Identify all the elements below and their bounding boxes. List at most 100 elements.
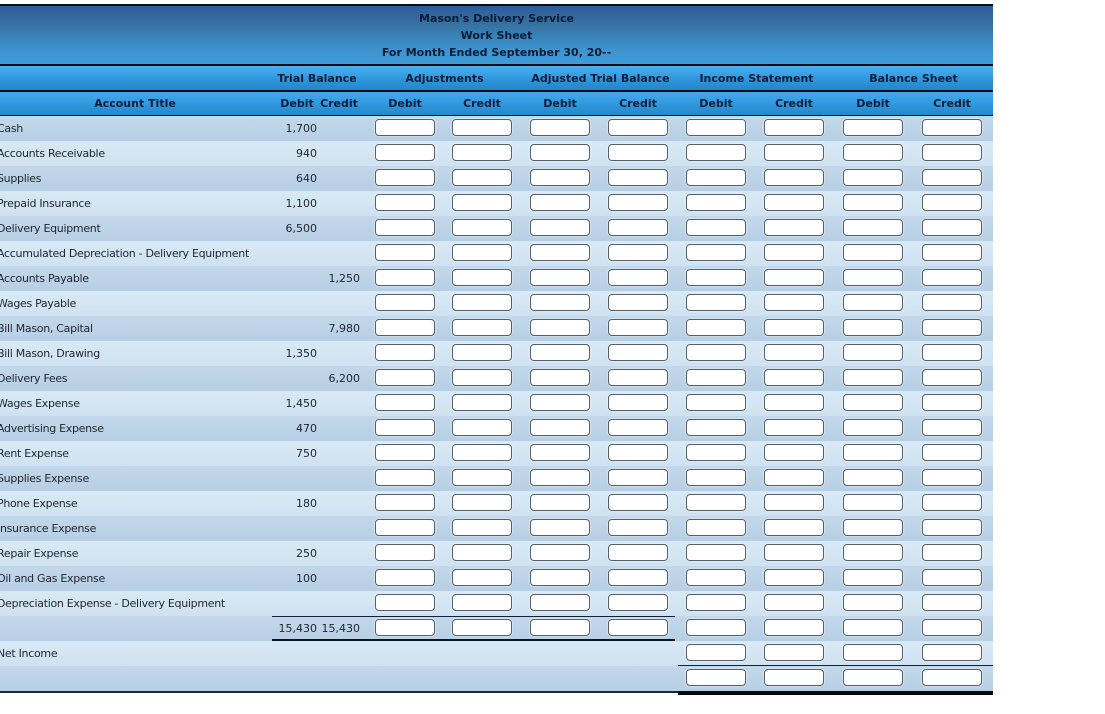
balance-sheet-credit-input[interactable] — [922, 594, 982, 611]
adjusted-trial-balance-credit-input[interactable] — [608, 469, 668, 486]
income-statement-credit-input[interactable] — [764, 594, 824, 611]
balance-sheet-debit-input[interactable] — [843, 294, 903, 311]
adjusted-trial-balance-debit-input[interactable] — [530, 244, 590, 261]
adjusted-trial-balance-debit-input[interactable] — [530, 119, 590, 136]
income-statement-debit-input[interactable] — [686, 619, 746, 636]
income-statement-debit-input[interactable] — [686, 244, 746, 261]
adjusted-trial-balance-debit-input[interactable] — [530, 419, 590, 436]
balance-sheet-debit-input[interactable] — [843, 219, 903, 236]
adjusted-trial-balance-debit-input[interactable] — [530, 544, 590, 561]
adjusted-trial-balance-debit-input[interactable] — [530, 344, 590, 361]
adjusted-trial-balance-credit-input[interactable] — [608, 319, 668, 336]
adjustments-credit-input[interactable] — [452, 344, 512, 361]
income-statement-credit-input[interactable] — [764, 644, 824, 661]
income-statement-debit-input[interactable] — [686, 369, 746, 386]
adjusted-trial-balance-credit-input[interactable] — [608, 519, 668, 536]
balance-sheet-debit-input[interactable] — [843, 269, 903, 286]
adjusted-trial-balance-credit-input[interactable] — [608, 344, 668, 361]
balance-sheet-debit-input[interactable] — [843, 569, 903, 586]
adjusted-trial-balance-credit-input[interactable] — [608, 294, 668, 311]
adjusted-trial-balance-debit-input[interactable] — [530, 294, 590, 311]
balance-sheet-debit-input[interactable] — [843, 119, 903, 136]
income-statement-debit-input[interactable] — [686, 119, 746, 136]
adjusted-trial-balance-debit-input[interactable] — [530, 394, 590, 411]
adjustments-debit-input[interactable] — [375, 544, 435, 561]
adjustments-credit-input[interactable] — [452, 294, 512, 311]
income-statement-debit-input[interactable] — [686, 294, 746, 311]
balance-sheet-credit-input[interactable] — [922, 644, 982, 661]
adjustments-debit-input[interactable] — [375, 194, 435, 211]
adjustments-debit-input[interactable] — [375, 269, 435, 286]
balance-sheet-credit-input[interactable] — [922, 419, 982, 436]
income-statement-credit-input[interactable] — [764, 419, 824, 436]
income-statement-credit-input[interactable] — [764, 269, 824, 286]
balance-sheet-debit-input[interactable] — [843, 369, 903, 386]
balance-sheet-credit-input[interactable] — [922, 119, 982, 136]
income-statement-credit-input[interactable] — [764, 194, 824, 211]
income-statement-debit-input[interactable] — [686, 344, 746, 361]
balance-sheet-credit-input[interactable] — [922, 394, 982, 411]
income-statement-credit-input[interactable] — [764, 394, 824, 411]
adjustments-credit-input[interactable] — [452, 519, 512, 536]
adjusted-trial-balance-debit-input[interactable] — [530, 269, 590, 286]
adjusted-trial-balance-debit-input[interactable] — [530, 619, 590, 636]
adjusted-trial-balance-credit-input[interactable] — [608, 169, 668, 186]
income-statement-debit-input[interactable] — [686, 219, 746, 236]
adjustments-credit-input[interactable] — [452, 494, 512, 511]
adjusted-trial-balance-credit-input[interactable] — [608, 269, 668, 286]
adjusted-trial-balance-credit-input[interactable] — [608, 419, 668, 436]
balance-sheet-credit-input[interactable] — [922, 369, 982, 386]
adjustments-debit-input[interactable] — [375, 444, 435, 461]
balance-sheet-credit-input[interactable] — [922, 544, 982, 561]
adjustments-debit-input[interactable] — [375, 569, 435, 586]
adjusted-trial-balance-credit-input[interactable] — [608, 244, 668, 261]
adjustments-debit-input[interactable] — [375, 594, 435, 611]
adjusted-trial-balance-credit-input[interactable] — [608, 219, 668, 236]
income-statement-debit-input[interactable] — [686, 144, 746, 161]
income-statement-credit-input[interactable] — [764, 119, 824, 136]
adjustments-credit-input[interactable] — [452, 419, 512, 436]
adjusted-trial-balance-credit-input[interactable] — [608, 619, 668, 636]
balance-sheet-credit-input[interactable] — [922, 444, 982, 461]
adjusted-trial-balance-debit-input[interactable] — [530, 144, 590, 161]
income-statement-debit-input[interactable] — [686, 394, 746, 411]
adjustments-credit-input[interactable] — [452, 594, 512, 611]
balance-sheet-credit-input[interactable] — [922, 469, 982, 486]
income-statement-debit-input[interactable] — [686, 519, 746, 536]
balance-sheet-debit-input[interactable] — [843, 144, 903, 161]
adjustments-debit-input[interactable] — [375, 419, 435, 436]
adjusted-trial-balance-debit-input[interactable] — [530, 494, 590, 511]
balance-sheet-debit-input[interactable] — [843, 619, 903, 636]
income-statement-credit-input[interactable] — [764, 669, 824, 686]
adjustments-credit-input[interactable] — [452, 169, 512, 186]
income-statement-debit-input[interactable] — [686, 594, 746, 611]
adjustments-debit-input[interactable] — [375, 294, 435, 311]
adjusted-trial-balance-debit-input[interactable] — [530, 594, 590, 611]
balance-sheet-debit-input[interactable] — [843, 519, 903, 536]
balance-sheet-credit-input[interactable] — [922, 194, 982, 211]
adjustments-debit-input[interactable] — [375, 169, 435, 186]
balance-sheet-debit-input[interactable] — [843, 344, 903, 361]
adjustments-credit-input[interactable] — [452, 444, 512, 461]
balance-sheet-debit-input[interactable] — [843, 319, 903, 336]
balance-sheet-credit-input[interactable] — [922, 269, 982, 286]
adjustments-credit-input[interactable] — [452, 144, 512, 161]
balance-sheet-credit-input[interactable] — [922, 494, 982, 511]
adjustments-debit-input[interactable] — [375, 119, 435, 136]
adjustments-credit-input[interactable] — [452, 369, 512, 386]
balance-sheet-debit-input[interactable] — [843, 394, 903, 411]
adjustments-debit-input[interactable] — [375, 394, 435, 411]
adjustments-debit-input[interactable] — [375, 244, 435, 261]
income-statement-debit-input[interactable] — [686, 444, 746, 461]
balance-sheet-debit-input[interactable] — [843, 644, 903, 661]
balance-sheet-credit-input[interactable] — [922, 144, 982, 161]
adjustments-credit-input[interactable] — [452, 194, 512, 211]
income-statement-credit-input[interactable] — [764, 294, 824, 311]
adjusted-trial-balance-credit-input[interactable] — [608, 369, 668, 386]
balance-sheet-debit-input[interactable] — [843, 444, 903, 461]
balance-sheet-debit-input[interactable] — [843, 494, 903, 511]
adjustments-debit-input[interactable] — [375, 219, 435, 236]
adjusted-trial-balance-credit-input[interactable] — [608, 569, 668, 586]
adjustments-debit-input[interactable] — [375, 144, 435, 161]
adjusted-trial-balance-debit-input[interactable] — [530, 219, 590, 236]
